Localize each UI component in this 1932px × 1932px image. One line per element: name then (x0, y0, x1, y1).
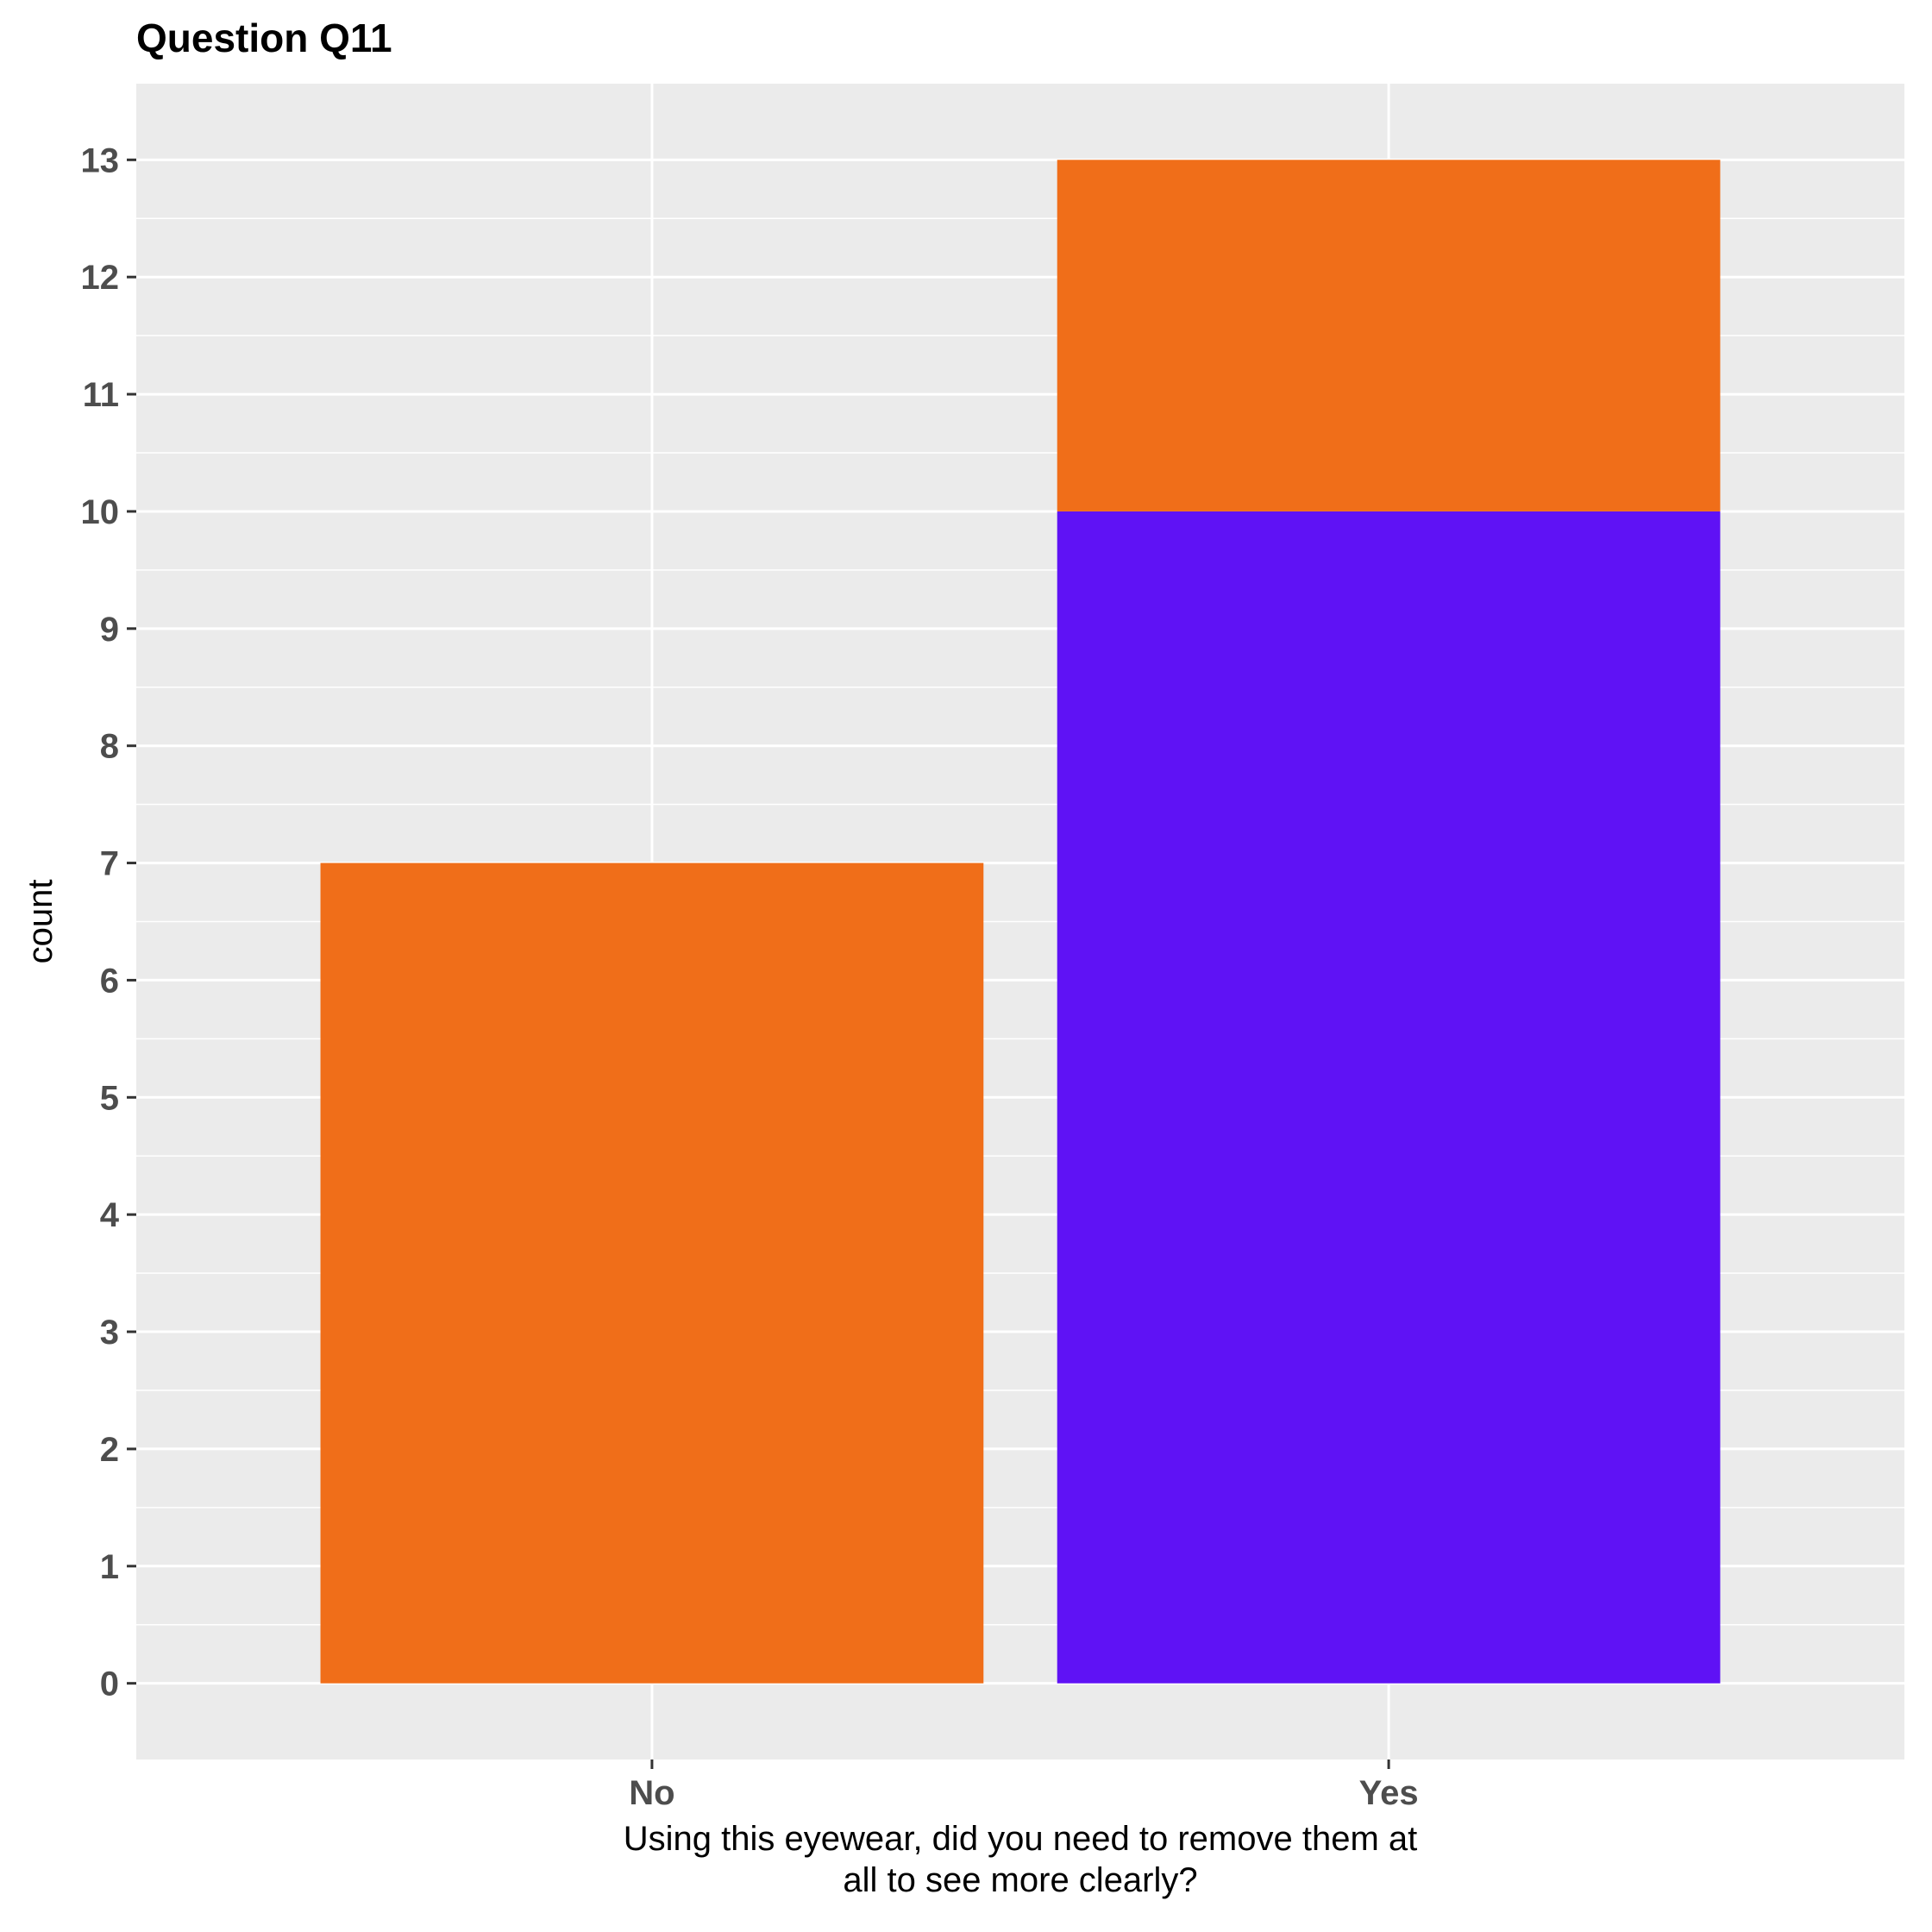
y-axis-title: count (22, 880, 60, 964)
y-tick-label-2: 2 (100, 1431, 119, 1469)
y-tick-label-11: 11 (83, 376, 119, 414)
y-tick-label-5: 5 (100, 1079, 119, 1117)
bar-no-series-1 (320, 862, 984, 1684)
y-tick-label-9: 9 (100, 611, 119, 649)
x-tick-label-no: No (629, 1774, 674, 1812)
y-tick-label-7: 7 (100, 845, 119, 883)
x-axis-title-line-1: Using this eyewear, did you need to remo… (624, 1820, 1418, 1858)
bar-yes-series-2 (1057, 511, 1721, 1684)
y-tick-label-1: 1 (100, 1548, 119, 1586)
y-tick-label-6: 6 (100, 962, 119, 1000)
x-axis-title-line-2: all to see more clearly? (843, 1861, 1197, 1899)
x-tick-label-yes: Yes (1359, 1774, 1419, 1812)
y-tick-label-0: 0 (100, 1665, 119, 1703)
chart-title: Question Q11 (136, 16, 392, 60)
y-tick-label-8: 8 (100, 728, 119, 766)
bars (320, 160, 1721, 1684)
y-tick-label-3: 3 (100, 1314, 119, 1352)
bar-yes-series-1 (1057, 160, 1721, 511)
y-tick-label-4: 4 (100, 1196, 120, 1234)
y-tick-label-10: 10 (81, 493, 120, 531)
x-axis: No Yes (629, 1760, 1419, 1812)
y-tick-label-13: 13 (81, 141, 120, 179)
y-tick-label-12: 12 (81, 259, 120, 297)
